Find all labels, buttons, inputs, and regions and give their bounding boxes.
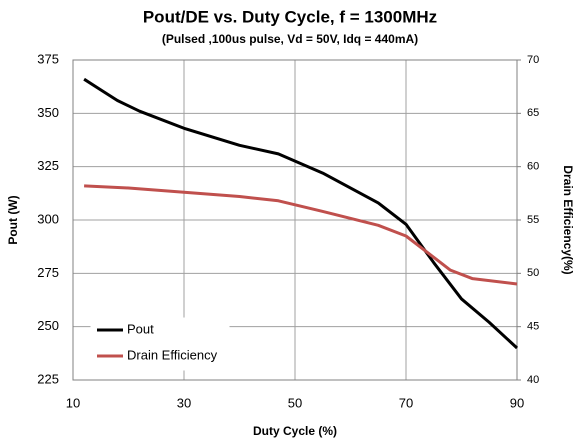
y-tick-label: 275: [37, 265, 59, 280]
x-tick-label: 70: [399, 395, 413, 410]
y2-tick-label: 70: [527, 54, 539, 66]
y2-tick-label: 50: [527, 267, 539, 279]
y2-tick-label: 60: [527, 161, 539, 173]
x-tick-label: 10: [66, 395, 80, 410]
x-tick-label: 90: [510, 395, 524, 410]
y2-axis-label: Drain Efficiency(%): [561, 165, 575, 274]
x-tick-label: 30: [177, 395, 191, 410]
y2-tick-label: 45: [527, 321, 539, 333]
series-line: [83, 77, 519, 350]
chart-subtitle: (Pulsed ,100us pulse, Vd = 50V, Idq = 44…: [162, 32, 418, 46]
plot-border: [72, 59, 518, 381]
y2-tick-label: 55: [527, 214, 539, 226]
x-axis-label: Duty Cycle (%): [253, 424, 337, 438]
y-tick-label: 325: [37, 158, 59, 173]
y2-tick-label: 40: [527, 374, 539, 386]
y-tick-label: 250: [37, 318, 59, 333]
legend-label: Drain Efficiency: [127, 347, 218, 362]
y2-tick-label: 65: [527, 107, 539, 119]
y-tick-label: 225: [37, 371, 59, 386]
y-tick-label: 300: [37, 211, 59, 226]
legend-label: Pout: [127, 321, 154, 336]
y-axis-label: Pout (W): [6, 195, 20, 244]
legend-box: [90, 317, 230, 371]
x-tick-label: 50: [288, 395, 302, 410]
y-tick-label: 350: [37, 105, 59, 120]
series-line: [84, 184, 518, 286]
y-tick-label: 375: [37, 51, 59, 66]
chart-title: Pout/DE vs. Duty Cycle, f = 1300MHz: [143, 7, 437, 26]
